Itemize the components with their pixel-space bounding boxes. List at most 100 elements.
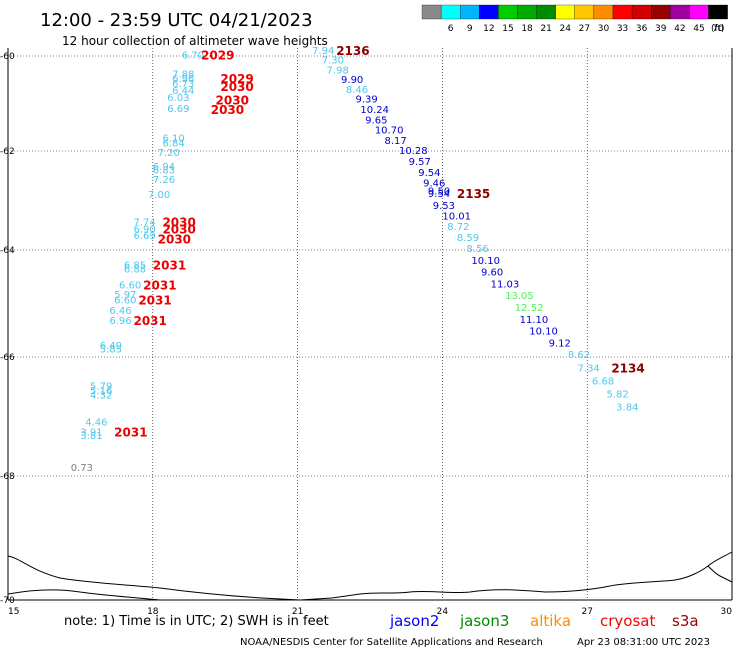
data-point-label: 6.84 [162, 138, 184, 149]
data-point-label: 9.60 [481, 268, 503, 279]
data-point-label: 8.56 [467, 244, 489, 255]
data-point-label: 8.62 [568, 350, 590, 361]
data-point-label: 6.44 [172, 86, 194, 97]
legend-label: 6 [448, 24, 454, 34]
data-point-label: 5.85 [100, 345, 122, 356]
grid-lines [8, 48, 732, 600]
data-point-label: 13.05 [505, 291, 534, 302]
data-point-label: 9.90 [341, 75, 363, 86]
data-point-label: 10.10 [529, 327, 558, 338]
data-point-label: 7.74 [133, 217, 155, 228]
data-point-label: 6.68 [592, 376, 614, 387]
coastline-outer [7, 589, 161, 601]
data-point-label: 3.84 [616, 403, 638, 414]
pass-label: 2031 [138, 294, 171, 308]
data-point-label: 6.88 [124, 264, 146, 275]
x-tick-label: 27 [581, 607, 592, 617]
data-point-label: 4.32 [90, 391, 112, 402]
data-point-label: 7.00 [148, 190, 170, 201]
data-point-label: 5.97 [114, 290, 136, 301]
data-point-label: 6.69 [167, 104, 189, 115]
footer-timestamp: Apr 23 08:31:00 UTC 2023 [577, 637, 710, 648]
data-point-label: 3.81 [80, 431, 102, 442]
satellite-name: altika [530, 612, 571, 630]
data-point-label: 6.94 [153, 162, 175, 173]
legend-swatch [555, 4, 575, 20]
pass-label: 2031 [114, 426, 147, 440]
data-point-label: 10.28 [399, 146, 428, 157]
footer-note: note: 1) Time is in UTC; 2) SWH is in fe… [64, 614, 329, 629]
footer-credit: NOAA/NESDIS Center for Satellite Applica… [240, 637, 543, 648]
data-point-label: 7.88 [172, 69, 194, 80]
data-point-label: 7.20 [158, 148, 180, 159]
legend-label: 24 [560, 24, 572, 34]
chart-title: 12:00 - 23:59 UTC 04/21/2023 [40, 10, 313, 31]
data-point-label: 10.24 [360, 105, 389, 116]
satellite-legend: jason2 jason3 altika cryosat s3a [389, 612, 699, 630]
x-tick-label: 15 [8, 607, 19, 617]
data-point-label: 10.01 [442, 211, 471, 222]
data-point-label: 9.50 [428, 187, 450, 198]
pass-label: 2030 [216, 94, 249, 108]
data-point-label: 8.72 [447, 222, 469, 233]
data-point-label: 7.98 [327, 66, 349, 77]
data-point-label: 9.53 [433, 201, 455, 212]
color-legend: 6 9 12 15 18 21 24 27 30 33 36 39 42 45 70 [421, 4, 728, 34]
pass-label: 2031 [143, 279, 176, 293]
legend-label: 39 [655, 24, 667, 34]
pass-label: 2029 [220, 72, 253, 86]
data-point-label: 8.17 [384, 136, 406, 147]
legend-swatch [708, 4, 728, 20]
y-axis-ticks: -60 -62 -64 -66 -68 -70 [0, 52, 15, 606]
data-point-label: 6.90 [133, 225, 155, 236]
legend-label: 18 [521, 24, 533, 34]
data-point-label: 9.57 [409, 157, 431, 168]
pass-label: 2136 [336, 44, 369, 58]
legend-unit: (ft) [711, 24, 725, 34]
legend-label: 9 [467, 24, 473, 34]
legend-label: 27 [579, 24, 590, 34]
data-point-label: 8.59 [457, 233, 479, 244]
data-point-label: 7.94 [312, 46, 334, 57]
data-point-label: 6.49 [100, 341, 122, 352]
legend-label: 70 [712, 24, 724, 34]
legend-label: 21 [540, 24, 551, 34]
y-tick-label: -68 [0, 472, 15, 482]
legend-label: 12 [483, 24, 494, 34]
satellite-name: jason3 [459, 612, 509, 630]
legend-swatch [612, 4, 633, 20]
data-point-label: 6.96 [109, 316, 131, 327]
data-point-label: 9.54 [428, 189, 450, 200]
data-point-label: 3.91 [80, 428, 102, 439]
data-point-label: 5.16 [90, 386, 112, 397]
data-point-label: 4.46 [85, 417, 107, 428]
data-points: 6.707.886.966.736.446.036.696.106.847.20… [71, 46, 639, 474]
x-tick-label: 30 [721, 607, 733, 617]
pass-label: 2030 [162, 223, 195, 237]
y-tick-label: -64 [0, 246, 15, 256]
pass-label: 2134 [611, 361, 644, 375]
data-point-label: 11.03 [491, 279, 520, 290]
data-point-label: 12.52 [515, 303, 544, 314]
legend-swatch [517, 4, 537, 20]
pass-label: 2029 [201, 48, 234, 62]
legend-swatch [479, 4, 499, 20]
legend-label: 15 [502, 24, 513, 34]
x-tick-label: 21 [292, 607, 303, 617]
legend-swatch [574, 4, 595, 20]
data-point-label: 9.65 [365, 115, 387, 126]
data-point-label: 6.83 [153, 165, 175, 176]
pass-label: 2030 [162, 215, 195, 229]
data-point-label: 6.46 [109, 306, 131, 317]
data-point-label: 8.46 [346, 85, 368, 96]
y-tick-label: -62 [0, 147, 15, 157]
legend-label: 33 [617, 24, 628, 34]
x-tick-label: 24 [437, 607, 449, 617]
data-point-label: 5.79 [90, 382, 112, 393]
y-tick-label: -66 [0, 353, 15, 363]
data-point-label: 10.10 [471, 256, 500, 267]
data-point-label: 6.69 [133, 231, 155, 242]
y-tick-label: -70 [0, 596, 15, 606]
plot-area [7, 48, 733, 601]
data-point-label: 6.10 [162, 134, 184, 145]
